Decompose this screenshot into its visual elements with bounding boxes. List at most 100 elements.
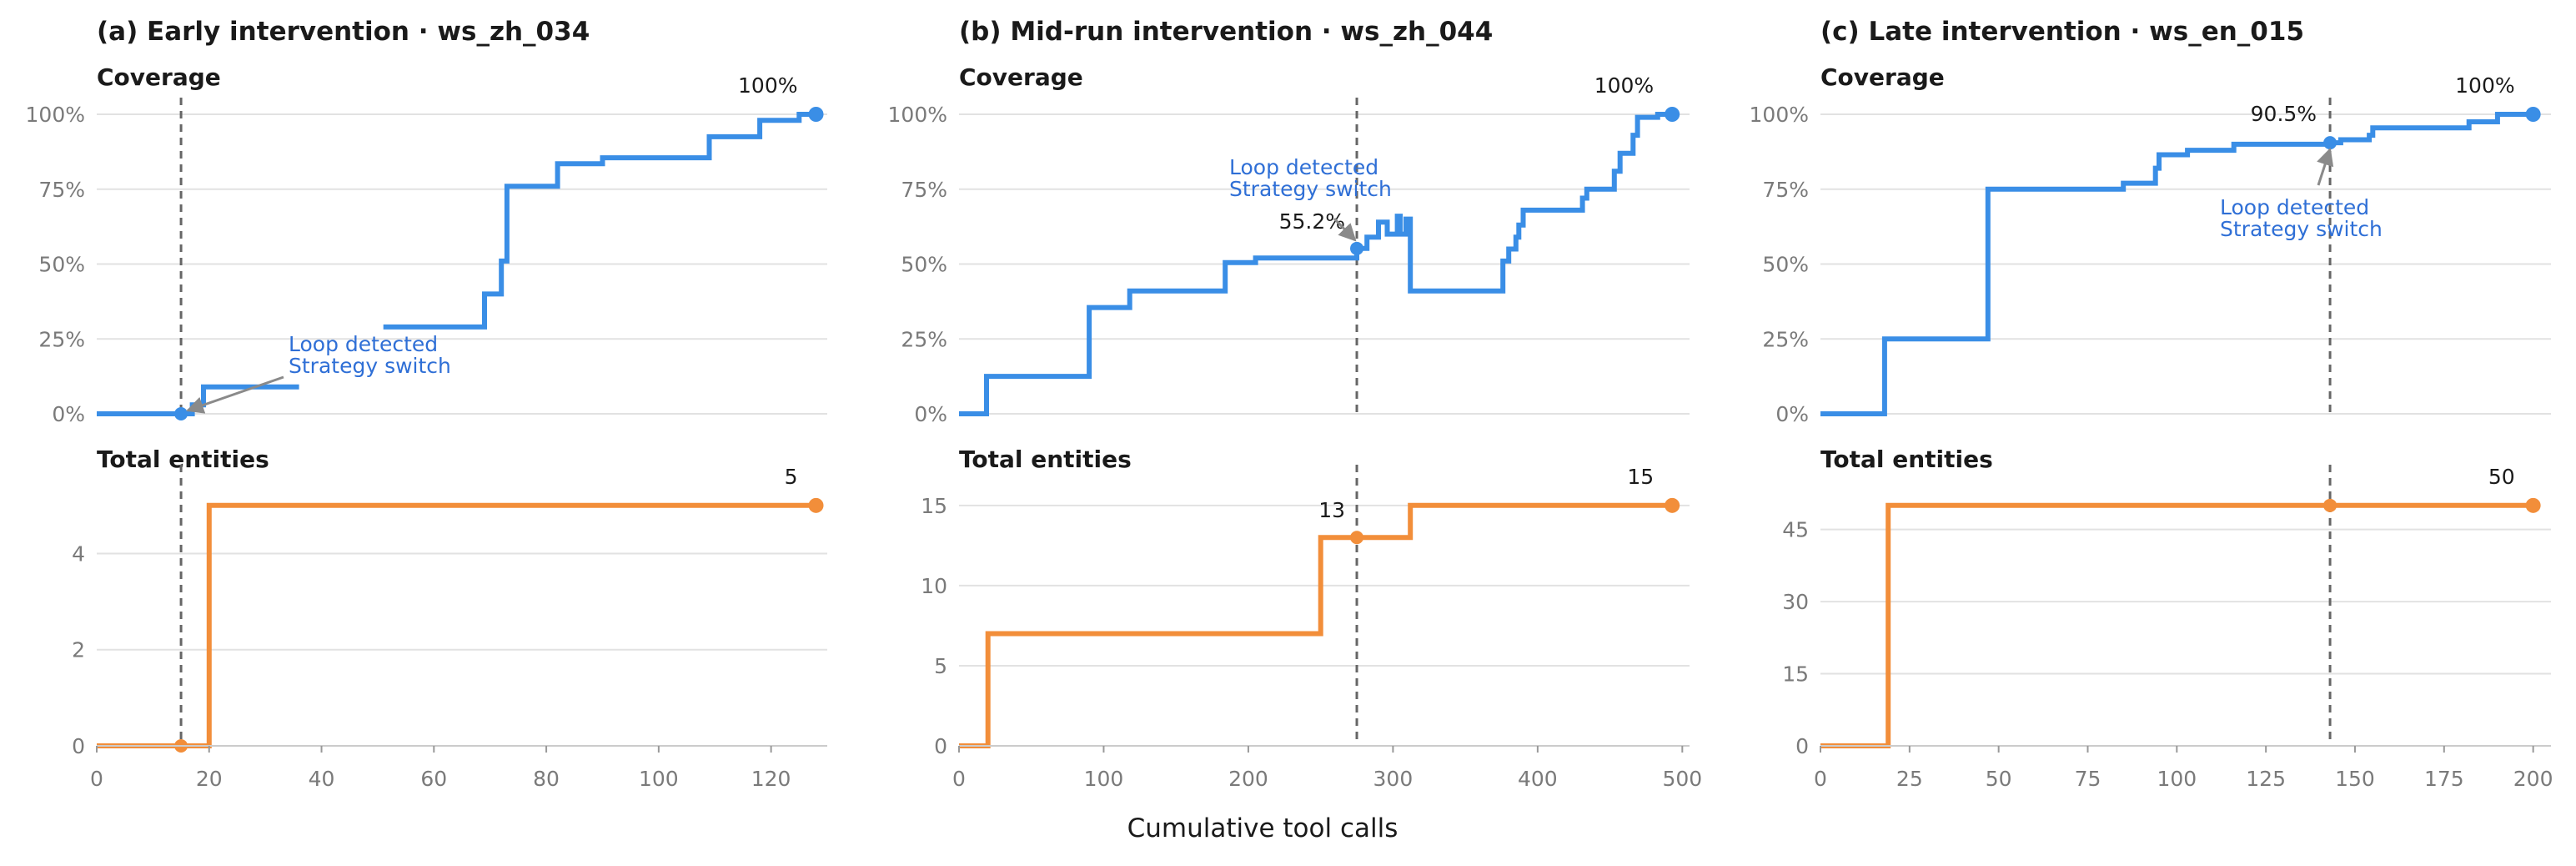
x-tick-label: 0 xyxy=(1814,767,1827,791)
panel-c-annotation-line2: Strategy switch xyxy=(2220,217,2383,241)
x-tick-label: 120 xyxy=(751,767,791,791)
annotation-arrow xyxy=(186,375,284,414)
panel-b-coverage-plot: 0% 25% 50% 75% 100% 100% 55.2% xyxy=(888,73,1690,426)
coverage-y-tick-label: 100% xyxy=(1750,103,1809,127)
coverage-end-point xyxy=(808,107,824,122)
x-tick-label: 100 xyxy=(1084,767,1124,791)
x-tick-label: 150 xyxy=(2335,767,2375,791)
panel-a-coverage-label: Coverage xyxy=(97,63,221,91)
x-tick-label: 60 xyxy=(420,767,447,791)
entities-end-point xyxy=(808,497,824,513)
coverage-end-point xyxy=(1665,107,1680,122)
entities-y-tick-label: 45 xyxy=(1782,518,1809,542)
x-tick-label: 125 xyxy=(2246,767,2286,791)
entities-end-label: 50 xyxy=(2488,465,2515,489)
x-tick-label: 400 xyxy=(1518,767,1558,791)
panel-b-title: (b) Mid-run intervention · ws_zh_044 xyxy=(959,17,1493,47)
x-tick-label: 80 xyxy=(533,767,560,791)
annotation-arrow xyxy=(2317,148,2334,186)
x-tick-label: 100 xyxy=(639,767,679,791)
panel-b-annotation-line2: Strategy switch xyxy=(1229,177,1392,201)
entities-series-line xyxy=(1820,502,2533,748)
panel-c-annotation-line1: Loop detected xyxy=(2220,195,2369,219)
entities-y-tick-label: 0 xyxy=(934,734,947,758)
panel-c-coverage-label: Coverage xyxy=(1820,63,1945,91)
entities-y-tick-label: 15 xyxy=(921,494,947,518)
coverage-intervention-point xyxy=(174,407,188,420)
entities-intervention-label: 13 xyxy=(1318,498,1345,522)
coverage-y-tick-label: 25% xyxy=(1762,327,1809,351)
entities-end-label: 5 xyxy=(785,465,798,489)
coverage-y-tick-label: 25% xyxy=(38,327,85,351)
entities-y-tick-label: 15 xyxy=(1782,662,1809,687)
panel-c-title: (c) Late intervention · ws_en_015 xyxy=(1820,17,2304,47)
x-tick-label: 0 xyxy=(90,767,103,791)
panel-a-coverage-plot: 0% 25% 50% 75% 100% 100% xyxy=(26,73,827,426)
x-tick-label: 200 xyxy=(1228,767,1268,791)
panel-b-annotation-line1: Loop detected xyxy=(1229,155,1378,179)
x-tick-label: 50 xyxy=(1986,767,2012,791)
coverage-y-tick-label: 50% xyxy=(1762,253,1809,277)
panel-b-coverage-label: Coverage xyxy=(959,63,1083,91)
panel-b-annotation: Loop detected Strategy switch xyxy=(1229,155,1392,242)
x-tick-label: 100 xyxy=(2157,767,2197,791)
panel-a: (a) Early intervention · ws_zh_034 Cover… xyxy=(26,17,827,791)
entities-y-tick-label: 5 xyxy=(934,654,947,678)
panel-c-entities-label: Total entities xyxy=(1820,446,1993,473)
x-tick-label: 40 xyxy=(309,767,335,791)
panel-c: (c) Late intervention · ws_en_015 Covera… xyxy=(1750,17,2553,791)
x-tick-label: 0 xyxy=(952,767,966,791)
coverage-end-point xyxy=(2525,107,2541,122)
x-tick-label: 175 xyxy=(2424,767,2464,791)
coverage-intervention-label: 55.2% xyxy=(1279,209,1345,234)
coverage-y-tick-label: 100% xyxy=(888,103,947,127)
entities-y-tick-label: 0 xyxy=(72,734,85,758)
entities-intervention-point xyxy=(1350,531,1364,545)
coverage-y-tick-label: 100% xyxy=(26,103,85,127)
annotation-arrow xyxy=(1333,217,1357,242)
entities-y-tick-label: 30 xyxy=(1782,590,1809,614)
x-tick-label: 75 xyxy=(2075,767,2101,791)
x-tick-label: 20 xyxy=(196,767,223,791)
entities-intervention-point xyxy=(2323,498,2337,512)
coverage-y-tick-label: 50% xyxy=(901,253,947,277)
coverage-series-line xyxy=(1820,112,2533,416)
coverage-y-tick-label: 0% xyxy=(52,402,85,426)
coverage-y-tick-label: 0% xyxy=(1775,402,1809,426)
x-axis-label: Cumulative tool calls xyxy=(1127,813,1398,843)
entities-y-tick-label: 4 xyxy=(72,541,85,566)
entities-y-tick-label: 0 xyxy=(1795,734,1809,758)
coverage-intervention-point xyxy=(1350,241,1364,255)
panel-a-title: (a) Early intervention · ws_zh_034 xyxy=(97,17,590,47)
x-tick-label: 500 xyxy=(1662,767,1702,791)
entities-end-label: 15 xyxy=(1627,465,1654,489)
coverage-y-tick-label: 25% xyxy=(901,327,947,351)
panel-a-entities-plot: 0 2 4 5 0 20 40 60 80 100 120 xyxy=(72,465,827,791)
coverage-series-line xyxy=(383,112,816,330)
panel-c-coverage-plot: 0% 25% 50% 75% 100% 100% 90.5% xyxy=(1750,73,2551,426)
coverage-y-tick-label: 50% xyxy=(38,253,85,277)
coverage-series-line xyxy=(959,112,1673,416)
entities-y-tick-label: 2 xyxy=(72,638,85,662)
panel-b: (b) Mid-run intervention · ws_zh_044 Cov… xyxy=(888,17,1703,791)
entities-end-point xyxy=(1665,497,1680,513)
coverage-series-line xyxy=(97,384,299,416)
entities-series-line xyxy=(959,502,1673,748)
entities-end-point xyxy=(2525,497,2541,513)
panel-a-annotation-line2: Strategy switch xyxy=(289,354,451,378)
x-tick-label: 25 xyxy=(1896,767,1923,791)
panel-b-entities-plot: 0 5 10 15 15 13 0 100 200 300 400 500 xyxy=(921,465,1702,791)
entities-series-line xyxy=(97,502,816,748)
x-tick-label: 200 xyxy=(2513,767,2553,791)
coverage-y-tick-label: 0% xyxy=(914,402,947,426)
coverage-end-label: 100% xyxy=(738,73,797,98)
coverage-y-tick-label: 75% xyxy=(38,178,85,202)
x-tick-label: 300 xyxy=(1373,767,1414,791)
coverage-end-label: 100% xyxy=(2455,73,2514,98)
coverage-end-label: 100% xyxy=(1594,73,1654,98)
coverage-intervention-label: 90.5% xyxy=(2251,102,2317,126)
coverage-y-tick-label: 75% xyxy=(901,178,947,202)
coverage-y-tick-label: 75% xyxy=(1762,178,1809,202)
coverage-intervention-point xyxy=(2323,136,2337,150)
